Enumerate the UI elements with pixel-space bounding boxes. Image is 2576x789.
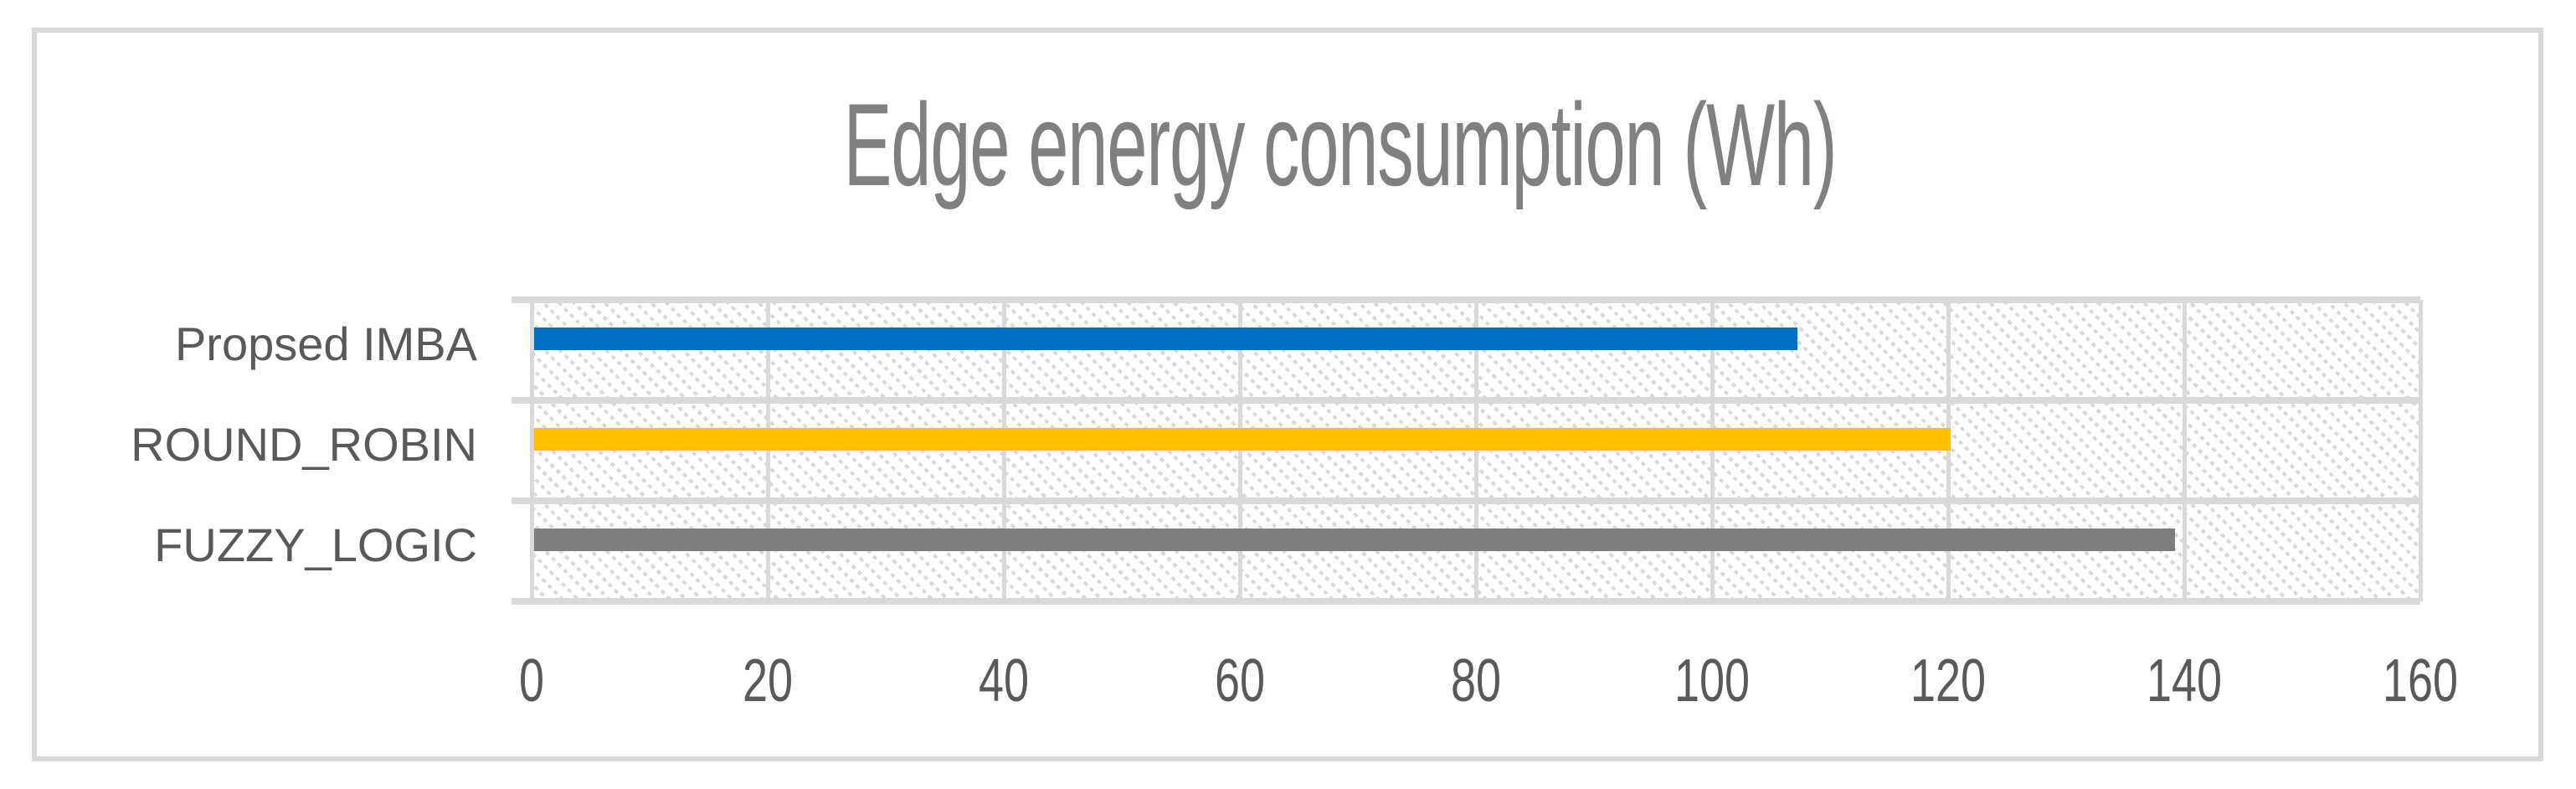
chart-frame bbox=[32, 28, 2543, 761]
category-label: Propsed IMBA bbox=[174, 317, 477, 370]
x-tick-label: 20 bbox=[742, 647, 794, 714]
vertical-gridline bbox=[1238, 300, 1242, 601]
x-tick-label: 140 bbox=[2146, 647, 2223, 714]
category-row: FUZZY_LOGIC bbox=[0, 501, 532, 601]
x-tick-label: 40 bbox=[978, 647, 1030, 714]
x-tick-label: 60 bbox=[1214, 647, 1266, 714]
horizontal-gridline bbox=[512, 497, 2420, 504]
vertical-gridline bbox=[1946, 300, 1951, 601]
vertical-gridline bbox=[1474, 300, 1478, 601]
bar-fuzzy-logic[interactable] bbox=[534, 529, 2175, 551]
x-tick-label: 100 bbox=[1674, 647, 1751, 714]
vertical-gridline bbox=[530, 300, 534, 601]
x-tick-label: 0 bbox=[518, 647, 545, 714]
category-label: FUZZY_LOGIC bbox=[154, 518, 477, 571]
horizontal-gridline bbox=[512, 396, 2420, 404]
bar-propsed-imba[interactable] bbox=[534, 327, 1797, 350]
horizontal-gridline bbox=[512, 297, 2420, 303]
bar-round-robin[interactable] bbox=[534, 428, 1951, 451]
vertical-gridline bbox=[2183, 300, 2187, 601]
category-row: Propsed IMBA bbox=[0, 300, 532, 400]
x-tick-label: 160 bbox=[2382, 647, 2459, 714]
vertical-gridline bbox=[2419, 300, 2423, 601]
vertical-gridline bbox=[1710, 300, 1715, 601]
x-tick-label: 80 bbox=[1450, 647, 1502, 714]
plot-area bbox=[512, 297, 2423, 605]
x-tick-label: 120 bbox=[1910, 647, 1987, 714]
category-axis: Propsed IMBA ROUND_ROBIN FUZZY_LOGIC bbox=[0, 300, 532, 601]
x-axis-line bbox=[512, 598, 2420, 605]
category-label: ROUND_ROBIN bbox=[131, 417, 477, 471]
chart-title: Edge energy consumption (Wh) bbox=[843, 79, 1838, 210]
vertical-gridline bbox=[1002, 300, 1006, 601]
category-row: ROUND_ROBIN bbox=[0, 400, 532, 501]
x-axis: 0 20 40 60 80 100 120 140 160 bbox=[519, 647, 2458, 714]
vertical-gridline bbox=[766, 300, 770, 601]
